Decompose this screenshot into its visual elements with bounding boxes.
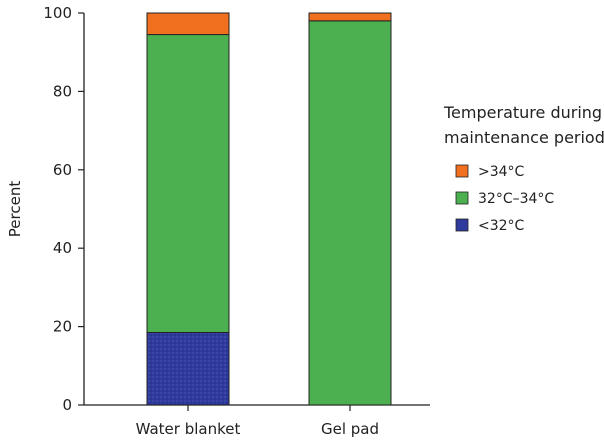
y-tick-label: 20 (53, 318, 72, 336)
x-tick-label: Water blanket (136, 420, 241, 438)
legend-label: <32°C (478, 218, 525, 234)
legend-title: maintenance period (444, 128, 604, 147)
legend-title: Temperature during (443, 103, 602, 122)
legend: Temperature during maintenance period >34°… (443, 103, 604, 234)
legend-label: >34°C (478, 164, 525, 180)
y-tick-label: 0 (62, 396, 72, 414)
y-axis-title: Percent (6, 181, 24, 238)
axes: 0 20 40 60 80 100 Percent Water blanket Gel pad (6, 4, 430, 438)
bar-segment-water-blanket-1 (146, 34, 230, 333)
y-tick-label: 40 (53, 239, 72, 257)
x-tick-label: Gel pad (321, 420, 379, 438)
bar-segment-water-blanket-2 (146, 12, 230, 36)
legend-swatch (455, 191, 469, 205)
bar-segment-gel-pad-2 (308, 12, 392, 22)
bar-segment-gel-pad-1 (308, 20, 392, 406)
legend-label: 32°C–34°C (478, 191, 554, 207)
bars (146, 12, 392, 406)
y-tick-label: 60 (53, 161, 72, 179)
legend-swatch (455, 164, 469, 178)
y-tick-label: 100 (43, 4, 72, 22)
legend-swatch (455, 218, 469, 232)
bar-segment-water-blanket-0 (146, 331, 230, 406)
y-tick-label: 80 (53, 82, 72, 100)
